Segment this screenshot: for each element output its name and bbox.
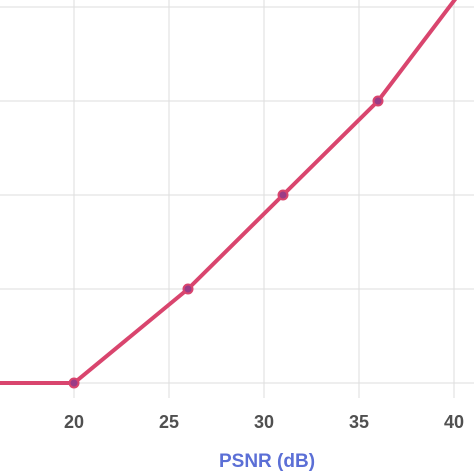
data-point: [277, 189, 289, 201]
x-axis-ticks: 20 25 30 35 40: [64, 412, 464, 432]
data-point: [182, 283, 194, 295]
x-axis-title: PSNR (dB): [219, 451, 315, 472]
series-layer: [0, 0, 458, 389]
x-tick-label: 25: [159, 412, 179, 432]
x-tick-label: 35: [349, 412, 369, 432]
x-tick-label: 40: [444, 412, 464, 432]
series-line: [0, 0, 458, 385]
x-tick-label: 20: [64, 412, 84, 432]
data-point: [68, 377, 80, 389]
x-tick-label: 30: [254, 412, 274, 432]
data-point: [372, 95, 384, 107]
grid: [0, 0, 474, 398]
